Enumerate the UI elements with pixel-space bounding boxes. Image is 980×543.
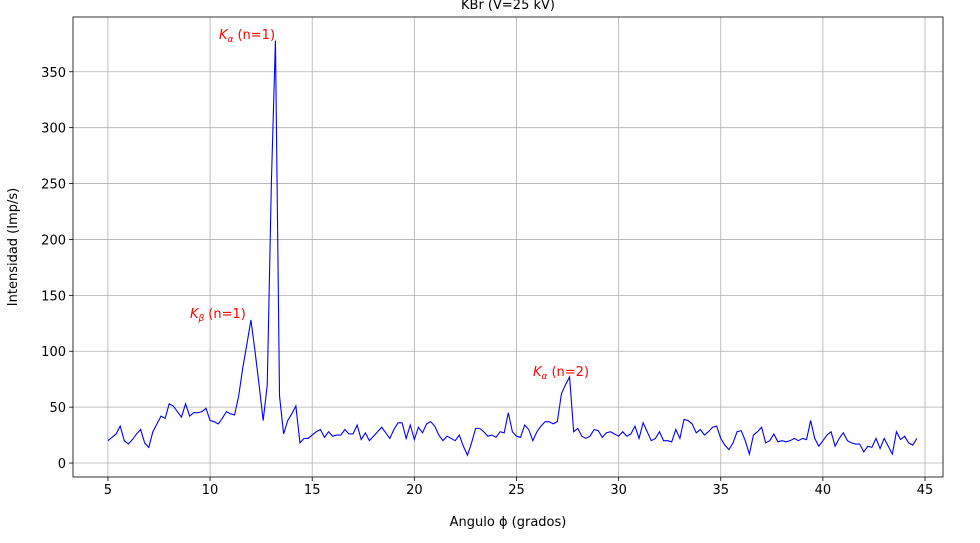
annotation-subscript: α [542, 372, 548, 382]
x-tick-label: 30 [610, 483, 627, 498]
annotation: Kα (n=1) [219, 28, 275, 45]
annotation-symbol: K [533, 365, 543, 380]
x-tick-label: 40 [815, 483, 832, 498]
annotation-symbol: K [190, 307, 200, 322]
annotation: Kβ (n=1) [190, 307, 246, 324]
y-tick-label: 150 [41, 289, 66, 304]
y-tick-label: 50 [49, 401, 66, 416]
y-tick-label: 300 [41, 122, 66, 137]
annotation-symbol: K [219, 28, 229, 43]
annotation-text: (n=1) [208, 307, 246, 322]
x-tick-label: 25 [508, 483, 525, 498]
x-tick-label: 15 [304, 483, 321, 498]
chart-title: KBr (V=25 kV) [461, 0, 555, 13]
y-tick-label: 350 [41, 66, 66, 81]
annotation: Kα (n=2) [533, 365, 589, 382]
x-tick-label: 45 [917, 483, 934, 498]
y-tick-label: 200 [41, 233, 66, 248]
x-tick-label: 10 [202, 483, 219, 498]
y-tick-label: 100 [41, 345, 66, 360]
plot-frame [72, 16, 944, 478]
annotation-text: (n=2) [551, 365, 589, 380]
x-tick-label: 5 [104, 483, 112, 498]
x-tick-label: 35 [712, 483, 729, 498]
x-axis-label: Angulo ϕ (grados) [450, 515, 567, 530]
annotation-subscript: β [198, 314, 205, 324]
x-tick-label: 20 [406, 483, 423, 498]
annotation-text: (n=1) [237, 28, 275, 43]
y-tick-label: 0 [58, 457, 66, 472]
y-tick-label: 250 [41, 178, 66, 193]
annotation-subscript: α [228, 35, 234, 45]
y-axis-label: Intensidad (Imp/s) [6, 188, 21, 306]
data-line [107, 40, 918, 457]
